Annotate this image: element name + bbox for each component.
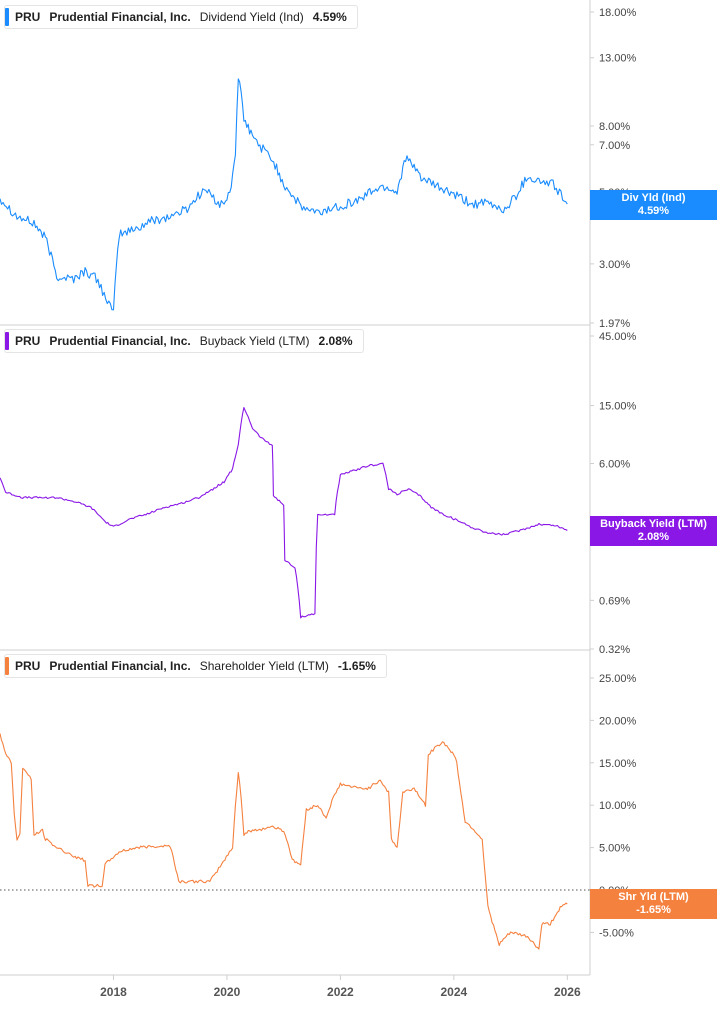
y-tick-label: 8.00% <box>599 121 630 133</box>
legend-company: Prudential Financial, Inc. <box>49 659 191 673</box>
badge-label: Buyback Yield (LTM) <box>600 518 707 530</box>
y-tick-label: 15.00% <box>599 401 637 413</box>
y-tick-label: 5.00% <box>599 843 630 855</box>
legend-value: 4.59% <box>312 10 347 24</box>
legend-shareholder-yield: PRU Prudential Financial, Inc. Sharehold… <box>4 654 387 678</box>
series-line <box>0 733 568 950</box>
badge-buyback-yield: Buyback Yield (LTM) 2.08% <box>590 516 717 546</box>
y-tick-label: 1.97% <box>599 318 630 330</box>
y-tick-label: 13.00% <box>599 53 637 65</box>
y-tick-label: -5.00% <box>599 927 634 939</box>
x-tick-label: 2020 <box>214 985 241 999</box>
y-tick-label: 18.00% <box>599 7 637 19</box>
y-tick-label: 6.00% <box>599 459 630 471</box>
legend-metric: Shareholder Yield (LTM) <box>199 659 329 673</box>
badge-label: Div Yld (Ind) <box>621 192 686 204</box>
legend-value: 2.08% <box>318 334 353 348</box>
legend-dividend-yield: PRU Prudential Financial, Inc. Dividend … <box>4 5 358 29</box>
y-tick-label: 15.00% <box>599 758 637 770</box>
badge-dividend-yield: Div Yld (Ind) 4.59% <box>590 190 717 220</box>
y-tick-label: 0.32% <box>599 644 630 656</box>
badge-value: -1.65% <box>636 904 671 916</box>
legend-company: Prudential Financial, Inc. <box>49 334 191 348</box>
y-tick-label: 10.00% <box>599 800 637 812</box>
y-tick-label: 45.00% <box>599 331 637 343</box>
x-tick-label: 2022 <box>327 985 354 999</box>
legend-metric: Buyback Yield (LTM) <box>199 334 310 348</box>
series-line <box>0 78 568 311</box>
y-tick-label: 3.00% <box>599 259 630 271</box>
y-tick-label: 7.00% <box>599 140 630 152</box>
legend-value: -1.65% <box>337 659 376 673</box>
y-tick-label: 20.00% <box>599 715 637 727</box>
legend-symbol: PRU <box>15 10 41 24</box>
badge-value: 4.59% <box>637 205 670 217</box>
x-tick-label: 2026 <box>554 985 581 999</box>
y-tick-label: 25.00% <box>599 673 637 685</box>
y-tick-label: 0.69% <box>599 595 630 607</box>
x-tick-label: 2018 <box>100 985 127 999</box>
legend-metric: Dividend Yield (Ind) <box>199 10 304 24</box>
x-tick-label: 2024 <box>440 985 467 999</box>
badge-shareholder-yield: Shr Yld (LTM) -1.65% <box>590 889 717 919</box>
legend-buyback-yield: PRU Prudential Financial, Inc. Buyback Y… <box>4 329 364 353</box>
badge-value: 2.08% <box>637 531 670 543</box>
legend-symbol: PRU <box>15 659 41 673</box>
legend-color-swatch <box>5 8 9 26</box>
legend-company: Prudential Financial, Inc. <box>49 10 191 24</box>
series-line <box>0 407 568 619</box>
badge-label: Shr Yld (LTM) <box>618 891 689 903</box>
legend-color-swatch <box>5 332 9 350</box>
legend-symbol: PRU <box>15 334 41 348</box>
legend-color-swatch <box>5 657 9 675</box>
